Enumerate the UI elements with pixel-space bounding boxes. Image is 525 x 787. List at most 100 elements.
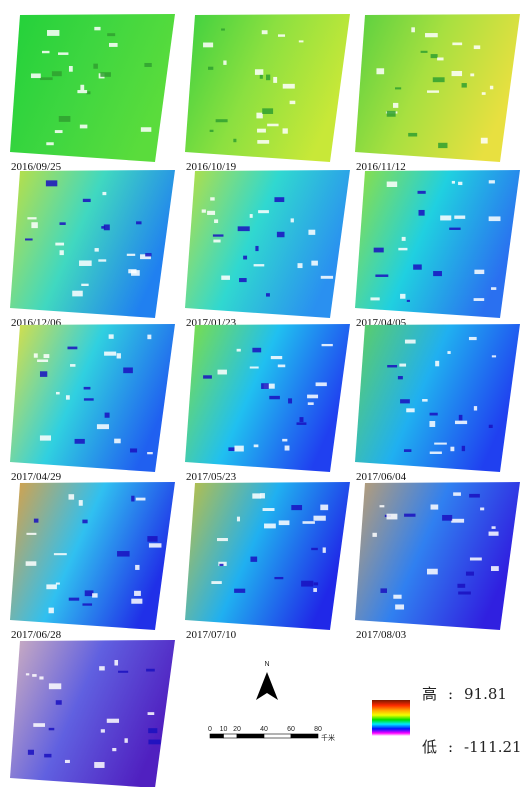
map-panel [185,482,350,630]
map-speckle [221,275,230,280]
map-speckle [79,260,92,266]
map-speckle [147,452,153,455]
map-speckle [201,209,206,213]
map-speckle [147,712,155,716]
map-speckle [82,603,93,606]
map-speckle [376,68,385,75]
map-speckle [257,128,266,133]
map-speckle [399,363,407,367]
map-speckle [55,242,65,246]
map-speckle [489,85,494,90]
map-speckle [393,594,402,599]
map-speckle [430,504,439,510]
map-speckle [458,591,471,595]
legend-separator: : [448,738,453,756]
map-speckle [114,438,121,444]
map-speckle [274,576,284,580]
map-speckle [422,399,428,402]
map-speckle [43,354,50,359]
map-speckle [77,90,88,94]
map-speckle [102,191,107,196]
map-speckle [144,62,152,67]
map-speckle [430,54,438,59]
map-speckle [25,673,30,676]
map-speckle [27,749,34,755]
map-speckle [400,293,406,299]
map-speckle [223,60,227,65]
map-speckle [64,759,70,764]
map-speckle [124,738,128,743]
map-speckle [126,253,136,256]
map-speckle [148,739,161,745]
map-speckle [140,127,152,132]
map-speckle [257,140,270,144]
map-speckle [429,412,438,416]
panel-date: 2016/09/25 [11,161,62,173]
map-speckle [83,386,91,390]
map-speckle [233,138,237,143]
map-speckle [401,236,406,241]
map-speckle [260,493,265,499]
map-speckle [313,515,326,521]
scale-tick-label: 60 [287,726,295,733]
map-panel [355,170,520,318]
map-speckle [321,343,333,347]
map-speckle [290,218,294,223]
map-speckle [420,50,428,53]
map-speckle [59,250,64,256]
map-speckle [270,355,283,360]
map-speckle [266,74,271,81]
map-speckle [70,364,76,367]
map-speckle [488,531,499,536]
map-panel [185,324,350,472]
map-speckle [491,526,496,529]
map-speckle [406,299,410,302]
map-speckle [131,270,140,276]
map-speckle [302,521,315,524]
map-speckle [106,718,120,723]
map-speckle [208,66,214,70]
map-speckle [282,438,288,442]
map-speckle [491,566,499,571]
map-speckle [93,63,98,69]
map-speckle [403,449,412,452]
map-speckle [131,598,143,604]
map-speckle [311,547,318,551]
map-panel [10,170,175,318]
map-speckle [253,444,259,448]
panel-date: 2017/06/04 [356,471,407,483]
map-speckle [44,753,52,758]
scale-unit: 千米 [321,733,335,742]
map-speckle [404,513,416,517]
map-speckle [299,417,304,423]
map-speckle [100,729,105,733]
map-speckle [37,359,49,363]
map-speckle [209,129,214,133]
map-speckle [228,447,235,451]
map-speckle [273,76,278,83]
map-speckle [313,582,319,586]
map-speckle [46,142,54,146]
map-speckle [297,263,303,269]
map-speckle [80,84,85,91]
map-speckle [33,353,38,358]
scale-segment [263,733,292,739]
map-speckle [307,394,319,399]
map-speckle [148,728,158,734]
map-speckle [404,339,416,344]
map-speckle [210,197,215,201]
map-speckle [264,523,276,529]
map-speckle [48,727,55,731]
map-speckle [221,28,225,31]
map-speckle [250,556,258,562]
scale-tick-label: 20 [233,726,241,733]
map-speckle [33,518,39,523]
map-speckle [284,445,290,451]
map-speckle [263,383,275,389]
map-speckle [425,33,438,38]
map-speckle [301,580,314,587]
map-speckle [469,557,482,561]
map-speckle [254,69,264,75]
map-speckle [429,421,436,427]
map-speckle [55,391,60,395]
